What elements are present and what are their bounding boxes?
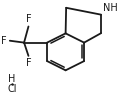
Text: NH: NH — [103, 3, 118, 13]
Text: F: F — [1, 36, 7, 46]
Text: F: F — [26, 58, 31, 68]
Text: Cl: Cl — [8, 84, 17, 94]
Text: H: H — [8, 74, 15, 84]
Text: F: F — [26, 14, 31, 24]
